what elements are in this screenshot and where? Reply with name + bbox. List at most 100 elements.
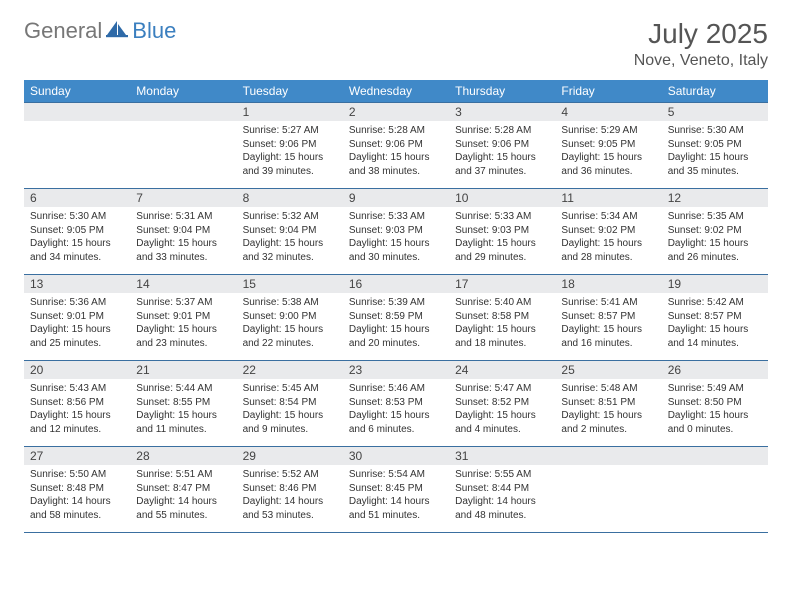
calendar-cell: 31Sunrise: 5:55 AMSunset: 8:44 PMDayligh… xyxy=(449,447,555,533)
sunset-line: Sunset: 9:04 PM xyxy=(136,224,230,238)
sunset-line: Sunset: 8:47 PM xyxy=(136,482,230,496)
weekday-header: Tuesday xyxy=(237,80,343,103)
sunrise-line: Sunrise: 5:40 AM xyxy=(455,296,549,310)
sunset-line: Sunset: 8:55 PM xyxy=(136,396,230,410)
sail-icon xyxy=(106,18,128,44)
sunrise-line: Sunrise: 5:33 AM xyxy=(349,210,443,224)
location-label: Nove, Veneto, Italy xyxy=(634,52,768,70)
day-details: Sunrise: 5:27 AMSunset: 9:06 PMDaylight:… xyxy=(237,121,343,182)
day-details: Sunrise: 5:46 AMSunset: 8:53 PMDaylight:… xyxy=(343,379,449,440)
daylight-line: Daylight: 15 hours and 0 minutes. xyxy=(668,409,762,436)
logo: General Blue xyxy=(24,18,176,44)
day-number: 31 xyxy=(449,447,555,465)
sunset-line: Sunset: 9:02 PM xyxy=(561,224,655,238)
sunset-line: Sunset: 8:53 PM xyxy=(349,396,443,410)
calendar-cell: 1Sunrise: 5:27 AMSunset: 9:06 PMDaylight… xyxy=(237,103,343,189)
daylight-line: Daylight: 15 hours and 26 minutes. xyxy=(668,237,762,264)
day-details: Sunrise: 5:36 AMSunset: 9:01 PMDaylight:… xyxy=(24,293,130,354)
sunset-line: Sunset: 9:02 PM xyxy=(668,224,762,238)
calendar-table: SundayMondayTuesdayWednesdayThursdayFrid… xyxy=(24,80,768,533)
daylight-line: Daylight: 14 hours and 51 minutes. xyxy=(349,495,443,522)
daylight-line: Daylight: 15 hours and 34 minutes. xyxy=(30,237,124,264)
day-number: 25 xyxy=(555,361,661,379)
calendar-cell: 7Sunrise: 5:31 AMSunset: 9:04 PMDaylight… xyxy=(130,189,236,275)
daylight-line: Daylight: 15 hours and 23 minutes. xyxy=(136,323,230,350)
calendar-cell: 17Sunrise: 5:40 AMSunset: 8:58 PMDayligh… xyxy=(449,275,555,361)
sunrise-line: Sunrise: 5:30 AM xyxy=(668,124,762,138)
sunrise-line: Sunrise: 5:33 AM xyxy=(455,210,549,224)
sunset-line: Sunset: 9:03 PM xyxy=(455,224,549,238)
weekday-header-row: SundayMondayTuesdayWednesdayThursdayFrid… xyxy=(24,80,768,103)
day-number: 10 xyxy=(449,189,555,207)
sunrise-line: Sunrise: 5:36 AM xyxy=(30,296,124,310)
daylight-line: Daylight: 15 hours and 4 minutes. xyxy=(455,409,549,436)
calendar-cell: 18Sunrise: 5:41 AMSunset: 8:57 PMDayligh… xyxy=(555,275,661,361)
empty-day-number xyxy=(130,103,236,121)
calendar-row: 27Sunrise: 5:50 AMSunset: 8:48 PMDayligh… xyxy=(24,447,768,533)
calendar-cell: 29Sunrise: 5:52 AMSunset: 8:46 PMDayligh… xyxy=(237,447,343,533)
calendar-cell: 2Sunrise: 5:28 AMSunset: 9:06 PMDaylight… xyxy=(343,103,449,189)
daylight-line: Daylight: 15 hours and 20 minutes. xyxy=(349,323,443,350)
calendar-cell: 11Sunrise: 5:34 AMSunset: 9:02 PMDayligh… xyxy=(555,189,661,275)
sunset-line: Sunset: 9:05 PM xyxy=(30,224,124,238)
daylight-line: Daylight: 15 hours and 36 minutes. xyxy=(561,151,655,178)
daylight-line: Daylight: 15 hours and 22 minutes. xyxy=(243,323,337,350)
day-details: Sunrise: 5:49 AMSunset: 8:50 PMDaylight:… xyxy=(662,379,768,440)
sunset-line: Sunset: 8:58 PM xyxy=(455,310,549,324)
calendar-cell: 25Sunrise: 5:48 AMSunset: 8:51 PMDayligh… xyxy=(555,361,661,447)
day-details: Sunrise: 5:40 AMSunset: 8:58 PMDaylight:… xyxy=(449,293,555,354)
daylight-line: Daylight: 15 hours and 9 minutes. xyxy=(243,409,337,436)
day-number: 20 xyxy=(24,361,130,379)
day-details: Sunrise: 5:35 AMSunset: 9:02 PMDaylight:… xyxy=(662,207,768,268)
sunrise-line: Sunrise: 5:27 AM xyxy=(243,124,337,138)
weekday-header: Monday xyxy=(130,80,236,103)
sunrise-line: Sunrise: 5:44 AM xyxy=(136,382,230,396)
sunset-line: Sunset: 9:06 PM xyxy=(349,138,443,152)
sunrise-line: Sunrise: 5:35 AM xyxy=(668,210,762,224)
day-details: Sunrise: 5:33 AMSunset: 9:03 PMDaylight:… xyxy=(343,207,449,268)
day-number: 9 xyxy=(343,189,449,207)
sunrise-line: Sunrise: 5:41 AM xyxy=(561,296,655,310)
calendar-cell: 12Sunrise: 5:35 AMSunset: 9:02 PMDayligh… xyxy=(662,189,768,275)
empty-day-number xyxy=(555,447,661,465)
daylight-line: Daylight: 15 hours and 16 minutes. xyxy=(561,323,655,350)
page-title: July 2025 xyxy=(634,18,768,50)
calendar-cell: 27Sunrise: 5:50 AMSunset: 8:48 PMDayligh… xyxy=(24,447,130,533)
calendar-cell: 3Sunrise: 5:28 AMSunset: 9:06 PMDaylight… xyxy=(449,103,555,189)
day-details: Sunrise: 5:32 AMSunset: 9:04 PMDaylight:… xyxy=(237,207,343,268)
empty-day-number xyxy=(662,447,768,465)
sunrise-line: Sunrise: 5:29 AM xyxy=(561,124,655,138)
daylight-line: Daylight: 14 hours and 48 minutes. xyxy=(455,495,549,522)
sunset-line: Sunset: 9:01 PM xyxy=(30,310,124,324)
calendar-body: 1Sunrise: 5:27 AMSunset: 9:06 PMDaylight… xyxy=(24,103,768,533)
sunrise-line: Sunrise: 5:38 AM xyxy=(243,296,337,310)
daylight-line: Daylight: 15 hours and 12 minutes. xyxy=(30,409,124,436)
title-block: July 2025 Nove, Veneto, Italy xyxy=(634,18,768,70)
empty-day-number xyxy=(24,103,130,121)
day-number: 15 xyxy=(237,275,343,293)
calendar-cell: 23Sunrise: 5:46 AMSunset: 8:53 PMDayligh… xyxy=(343,361,449,447)
daylight-line: Daylight: 15 hours and 38 minutes. xyxy=(349,151,443,178)
sunrise-line: Sunrise: 5:48 AM xyxy=(561,382,655,396)
calendar-cell: 24Sunrise: 5:47 AMSunset: 8:52 PMDayligh… xyxy=(449,361,555,447)
sunrise-line: Sunrise: 5:50 AM xyxy=(30,468,124,482)
sunset-line: Sunset: 8:57 PM xyxy=(561,310,655,324)
day-details: Sunrise: 5:45 AMSunset: 8:54 PMDaylight:… xyxy=(237,379,343,440)
day-number: 22 xyxy=(237,361,343,379)
weekday-header: Sunday xyxy=(24,80,130,103)
daylight-line: Daylight: 14 hours and 55 minutes. xyxy=(136,495,230,522)
calendar-row: 1Sunrise: 5:27 AMSunset: 9:06 PMDaylight… xyxy=(24,103,768,189)
day-number: 16 xyxy=(343,275,449,293)
header: General Blue July 2025 Nove, Veneto, Ita… xyxy=(24,18,768,70)
daylight-line: Daylight: 15 hours and 6 minutes. xyxy=(349,409,443,436)
sunset-line: Sunset: 9:00 PM xyxy=(243,310,337,324)
sunset-line: Sunset: 8:45 PM xyxy=(349,482,443,496)
day-number: 24 xyxy=(449,361,555,379)
calendar-cell: 5Sunrise: 5:30 AMSunset: 9:05 PMDaylight… xyxy=(662,103,768,189)
calendar-row: 13Sunrise: 5:36 AMSunset: 9:01 PMDayligh… xyxy=(24,275,768,361)
weekday-header: Friday xyxy=(555,80,661,103)
sunrise-line: Sunrise: 5:43 AM xyxy=(30,382,124,396)
day-details: Sunrise: 5:28 AMSunset: 9:06 PMDaylight:… xyxy=(449,121,555,182)
sunrise-line: Sunrise: 5:46 AM xyxy=(349,382,443,396)
sunrise-line: Sunrise: 5:31 AM xyxy=(136,210,230,224)
